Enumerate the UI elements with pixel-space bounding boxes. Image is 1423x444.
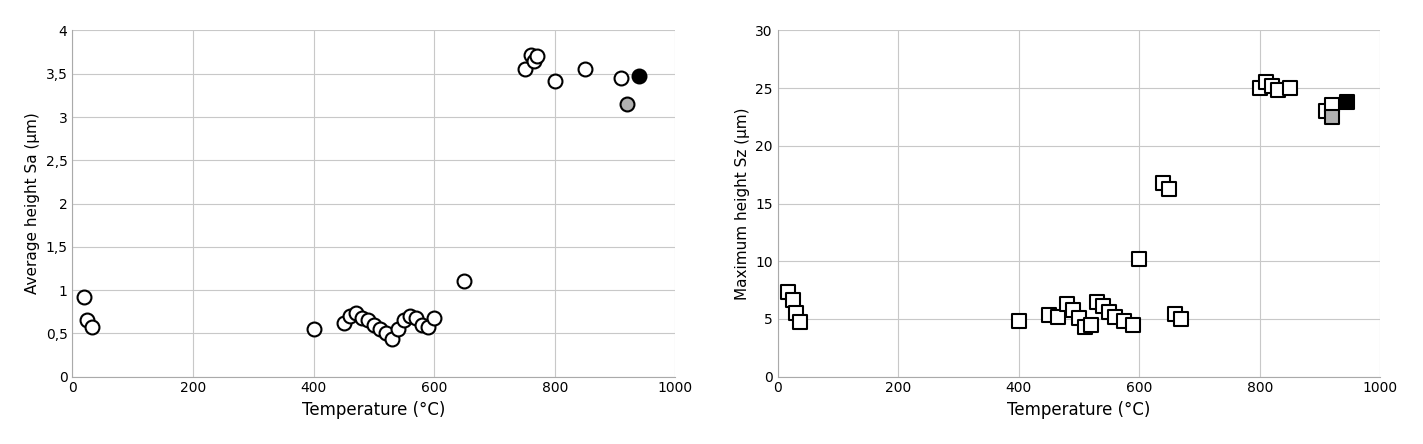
Point (616, 100, 639, 107)
Point (1164, 311, 1187, 318)
Point (344, 310, 367, 317)
Point (544, 77, 566, 84)
Point (1086, 298, 1109, 305)
Point (1056, 300, 1079, 307)
Point (1279, 85, 1302, 92)
Point (1073, 323, 1096, 330)
X-axis label: Temperature (°C): Temperature (°C) (1007, 401, 1151, 419)
Point (363, 321, 386, 328)
Point (784, 309, 807, 317)
Point (404, 314, 427, 321)
Point (1037, 312, 1060, 319)
Point (350, 314, 373, 321)
Point (1062, 306, 1084, 313)
Point (519, 51, 542, 58)
Point (609, 75, 632, 82)
Point (1321, 102, 1343, 109)
Point (1007, 317, 1030, 325)
Point (453, 278, 475, 285)
Point (423, 314, 445, 321)
Point (781, 297, 804, 304)
Point (1158, 185, 1181, 192)
Point (1121, 321, 1144, 328)
Point (1080, 321, 1103, 328)
X-axis label: Temperature (°C): Temperature (°C) (302, 401, 445, 419)
Point (1104, 313, 1127, 320)
Point (522, 57, 545, 64)
Point (1046, 313, 1069, 320)
Point (80, 324, 102, 331)
Point (1067, 314, 1090, 321)
Point (628, 73, 650, 80)
Point (398, 313, 421, 320)
Point (380, 336, 403, 343)
Point (1315, 108, 1338, 115)
Point (525, 53, 548, 60)
Point (333, 319, 356, 326)
Point (339, 313, 361, 320)
Point (1321, 114, 1343, 121)
Point (1091, 303, 1114, 310)
Point (1153, 179, 1175, 186)
Point (387, 325, 410, 333)
Point (1097, 309, 1120, 316)
Point (777, 289, 800, 296)
Y-axis label: Average height Sa (μm): Average height Sa (μm) (26, 113, 40, 294)
Point (75, 317, 98, 324)
Point (514, 66, 536, 73)
Point (356, 317, 379, 324)
Point (417, 324, 440, 331)
Point (1248, 85, 1271, 92)
Point (393, 317, 416, 324)
Point (374, 330, 397, 337)
Point (369, 325, 391, 333)
Point (573, 66, 596, 73)
Point (73, 293, 95, 301)
Point (1266, 87, 1289, 94)
Y-axis label: Maximum height Sz (μm): Maximum height Sz (μm) (734, 107, 750, 300)
Point (790, 319, 813, 326)
Point (1128, 255, 1151, 262)
Point (1336, 99, 1359, 106)
Point (411, 321, 434, 328)
Point (1170, 315, 1192, 322)
Point (1261, 82, 1284, 89)
Point (302, 325, 324, 333)
Point (1255, 79, 1278, 86)
Point (1113, 317, 1136, 325)
